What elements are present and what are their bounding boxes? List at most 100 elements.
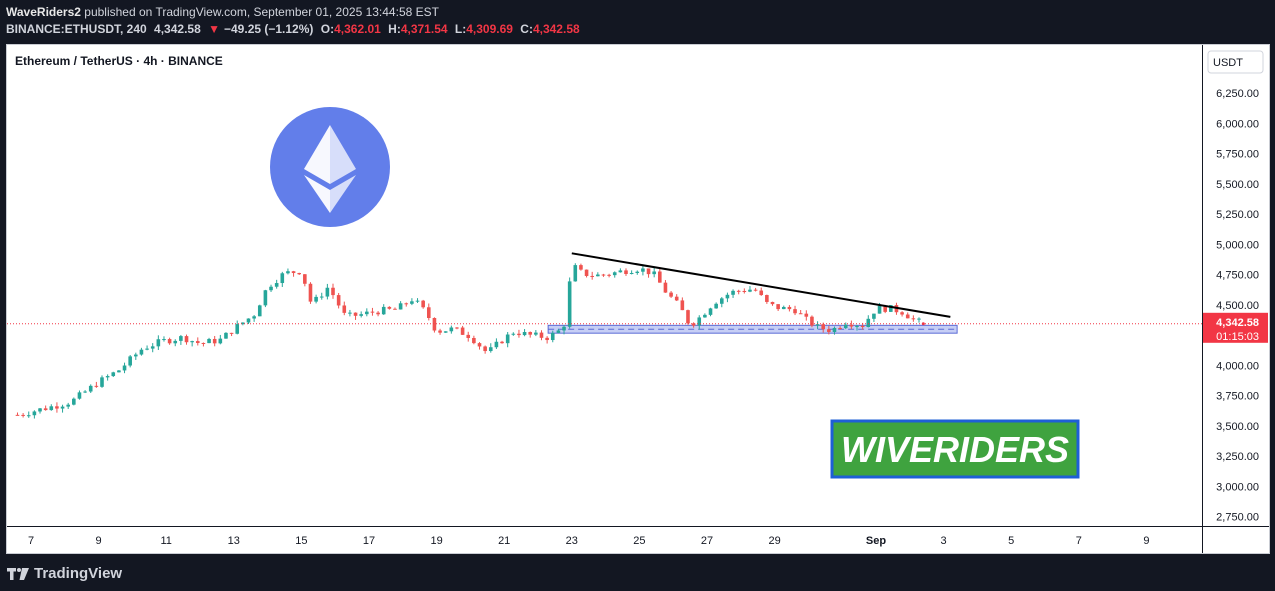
candle-up <box>889 305 893 312</box>
author-name[interactable]: WaveRiders2 <box>6 5 81 19</box>
y-tick-label: 3,250.00 <box>1216 451 1259 463</box>
candle-down <box>539 332 544 338</box>
candle-down <box>787 306 792 310</box>
publish-line: WaveRiders2 published on TradingView.com… <box>6 5 439 19</box>
candle-up <box>246 318 251 323</box>
candle-up <box>731 290 735 295</box>
price-tag-countdown: 01:15:03 <box>1216 331 1259 343</box>
candle-up <box>77 392 82 399</box>
candle-up <box>866 318 871 327</box>
candle-up <box>263 290 268 306</box>
candle-down <box>212 338 217 344</box>
candle-up <box>38 408 42 412</box>
candle-up <box>49 406 54 411</box>
high-value: 4,371.54 <box>400 22 448 36</box>
candle-down <box>500 341 504 344</box>
change-text: −49.25 (−1.12%) <box>224 22 314 36</box>
candle-up <box>917 318 921 320</box>
candle-down <box>810 316 814 326</box>
x-tick-label: 11 <box>160 535 171 547</box>
candle-up <box>128 356 132 366</box>
currency-label[interactable]: USDT <box>1213 57 1243 69</box>
candle-up <box>872 313 876 319</box>
candle-up <box>596 274 600 277</box>
candle-down <box>184 336 189 343</box>
candle-down <box>466 334 471 338</box>
close-value: 4,342.58 <box>532 22 580 36</box>
candle-down <box>201 342 206 344</box>
candle-up <box>781 306 786 310</box>
candle-up <box>708 308 713 315</box>
chart-panel[interactable]: USDT 6,250.00 6,000.00 5,750.00 5,500.00 5,25… <box>6 44 1270 554</box>
price-chart[interactable]: USDT 6,250.00 6,000.00 5,750.00 5,500.00 5,25… <box>7 45 1269 553</box>
tradingview-logo[interactable]: TradingView <box>7 565 122 582</box>
candle-down <box>353 312 358 316</box>
candle-down <box>883 305 887 312</box>
candle-down <box>460 327 465 335</box>
y-tick-label: 5,250.00 <box>1216 209 1259 221</box>
candle-down <box>421 300 425 308</box>
logo-facet <box>304 125 330 184</box>
candle-down <box>331 287 335 296</box>
x-tick-label: Sep <box>866 535 886 547</box>
low-label: L: <box>454 22 467 36</box>
candle-down <box>765 295 769 302</box>
x-tick-label: 21 <box>498 535 510 547</box>
candle-up <box>522 332 527 336</box>
x-tick-label: 25 <box>633 535 645 547</box>
candle-up <box>83 391 87 393</box>
candle-up <box>697 317 702 326</box>
y-tick-label: 3,000.00 <box>1216 481 1259 493</box>
candle-up <box>488 347 493 352</box>
candle-up <box>286 271 290 274</box>
candle-down <box>432 318 437 331</box>
candle-down <box>43 408 48 411</box>
candle-down <box>905 314 910 319</box>
candle-down <box>291 271 296 274</box>
x-tick-label: 9 <box>96 535 102 547</box>
candle-down <box>438 330 442 333</box>
candle-up <box>122 365 127 371</box>
candle-up <box>381 306 386 315</box>
candle-down <box>21 414 25 416</box>
tradingview-brand: TradingView <box>34 565 123 582</box>
candle-down <box>798 313 803 315</box>
candle-down <box>15 414 20 416</box>
symbol-interval: BINANCE:ETHUSDT, 240 <box>6 22 147 36</box>
candle-up <box>252 316 256 319</box>
candle-down <box>477 343 482 347</box>
candle-up <box>843 324 848 329</box>
candle-down <box>838 327 842 329</box>
published-text: published on TradingView.com, September … <box>84 5 439 19</box>
watermark-text: WIVERIDERS <box>841 429 1069 470</box>
candle-up <box>66 404 70 407</box>
candle-up <box>32 411 37 416</box>
candle-down <box>584 269 589 276</box>
candle-up <box>359 314 363 316</box>
last-price-text: 4,342.58 <box>154 22 201 36</box>
candle-down <box>167 339 172 344</box>
descending-trendline[interactable] <box>571 252 951 318</box>
publish-header: WaveRiders2 published on TradingView.com… <box>0 0 1275 44</box>
candle-up <box>855 325 859 327</box>
candle-down <box>759 290 764 296</box>
price-tag <box>1203 312 1268 343</box>
logo-facet <box>304 175 330 213</box>
candle-down <box>827 329 831 332</box>
y-tick-label: 3,750.00 <box>1216 391 1259 403</box>
candle-down <box>624 270 628 274</box>
candle-up <box>635 271 640 273</box>
candle-up <box>269 286 273 291</box>
candle-up <box>567 281 572 327</box>
down-arrow-icon: ▼ <box>208 22 220 36</box>
candle-down <box>94 385 99 387</box>
candle-down <box>195 341 200 343</box>
high-label: H: <box>388 22 401 36</box>
candle-down <box>658 271 662 283</box>
currency-button[interactable] <box>1207 50 1264 74</box>
candle-up <box>319 296 324 298</box>
candle-down <box>776 304 780 310</box>
candle-down <box>55 406 59 409</box>
candle-down <box>426 307 431 319</box>
candle-up <box>150 346 155 349</box>
